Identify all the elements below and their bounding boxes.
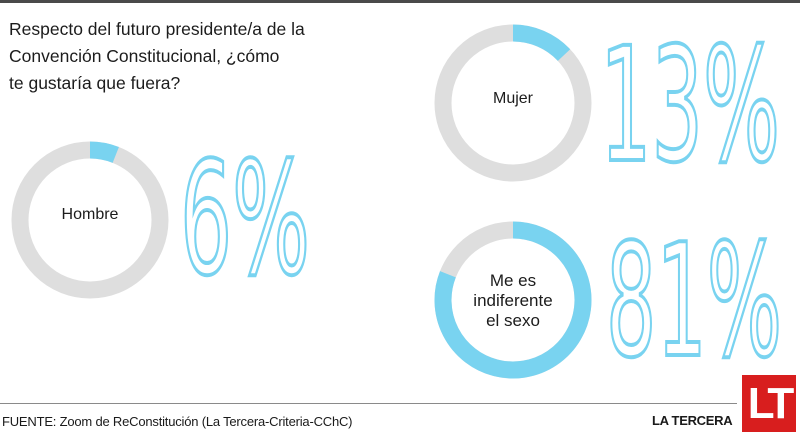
donut-mujer <box>434 24 592 182</box>
top-rule <box>0 0 800 3</box>
brand-name: LA TERCERA <box>652 413 733 428</box>
donut-segment-mujer <box>512 24 571 62</box>
donut-hombre <box>11 141 169 299</box>
la-tercera-logo: LT <box>742 375 796 432</box>
donut-label-mujer: Mujer <box>492 90 533 107</box>
title-line: Convención Constitucional, ¿cómo <box>9 46 280 66</box>
chart-title: Respecto del futuro presidente/a de la C… <box>9 16 369 97</box>
title-line: Respecto del futuro presidente/a de la <box>9 19 305 39</box>
value-label-mujer: 13% <box>598 12 782 200</box>
title-line: te gustaría que fuera? <box>9 73 181 93</box>
donut-label-indiferente: Me es indiferente el sexo <box>473 271 553 330</box>
donut-indiferente <box>434 221 592 379</box>
value-label-text: 13% <box>600 14 780 198</box>
donut-segment-indiferente <box>434 221 592 379</box>
logo-text: LT <box>747 379 795 428</box>
donut-segment-hombre <box>89 141 119 163</box>
value-label-text: 81% <box>606 210 782 392</box>
value-label-indiferente: 81% <box>604 208 784 394</box>
value-label-hombre: 6% <box>178 126 312 312</box>
source-note: FUENTE: Zoom de ReConstitución (La Terce… <box>2 414 353 429</box>
value-label-text: 6% <box>180 128 310 310</box>
footer-rule <box>0 403 737 404</box>
donut-label-hombre: Hombre <box>61 206 119 223</box>
